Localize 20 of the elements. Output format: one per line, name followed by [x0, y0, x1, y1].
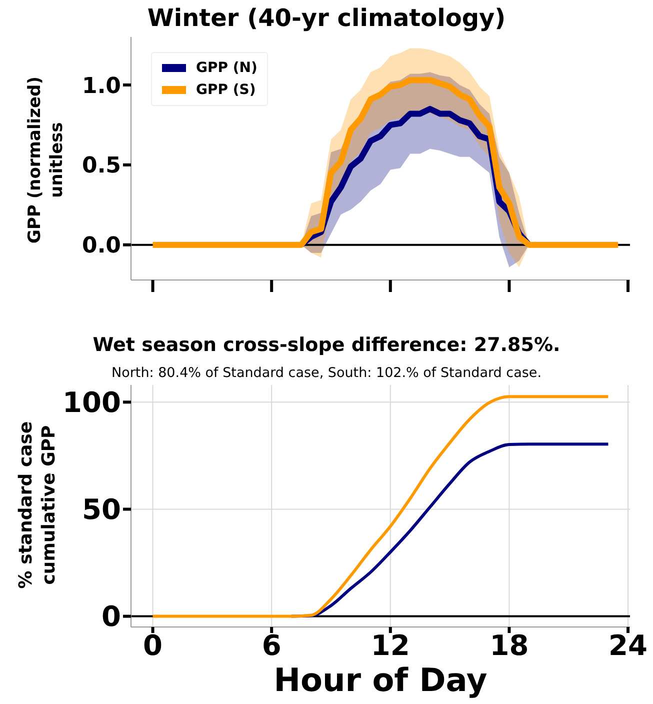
chart-subtitle: North: 80.4% of Standard case, South: 102.% of Standard case. — [110, 365, 542, 381]
y-tick-label: 0.0 — [82, 234, 121, 259]
x-tick-label: 6 — [262, 628, 282, 662]
legend-label: GPP (N) — [196, 59, 258, 78]
x-tick-label: 0 — [143, 628, 163, 662]
x-tick-label: 24 — [608, 628, 648, 662]
y-tick-label: 1.0 — [82, 74, 121, 99]
x-tick-label: 12 — [370, 628, 410, 662]
line-series — [151, 395, 610, 618]
chart-title: Wet season cross-slope difference: 27.85%. — [92, 334, 562, 356]
y-axis-title: GPP (normalized) unitless — [24, 76, 68, 244]
y-tick-label: 0 — [102, 600, 121, 634]
legend-label: GPP (S) — [196, 81, 256, 100]
chart-title: Winter (40-yr climatology) — [146, 4, 507, 32]
x-tick-label: 18 — [490, 628, 529, 662]
y-axis-title: % standard case cumulative GPP — [14, 421, 61, 589]
x-axis-title: Hour of Day — [272, 661, 488, 699]
y-tick-label: 100 — [62, 386, 121, 420]
y-tick-label: 50 — [82, 493, 121, 526]
y-tick-label: 0.5 — [82, 154, 121, 179]
